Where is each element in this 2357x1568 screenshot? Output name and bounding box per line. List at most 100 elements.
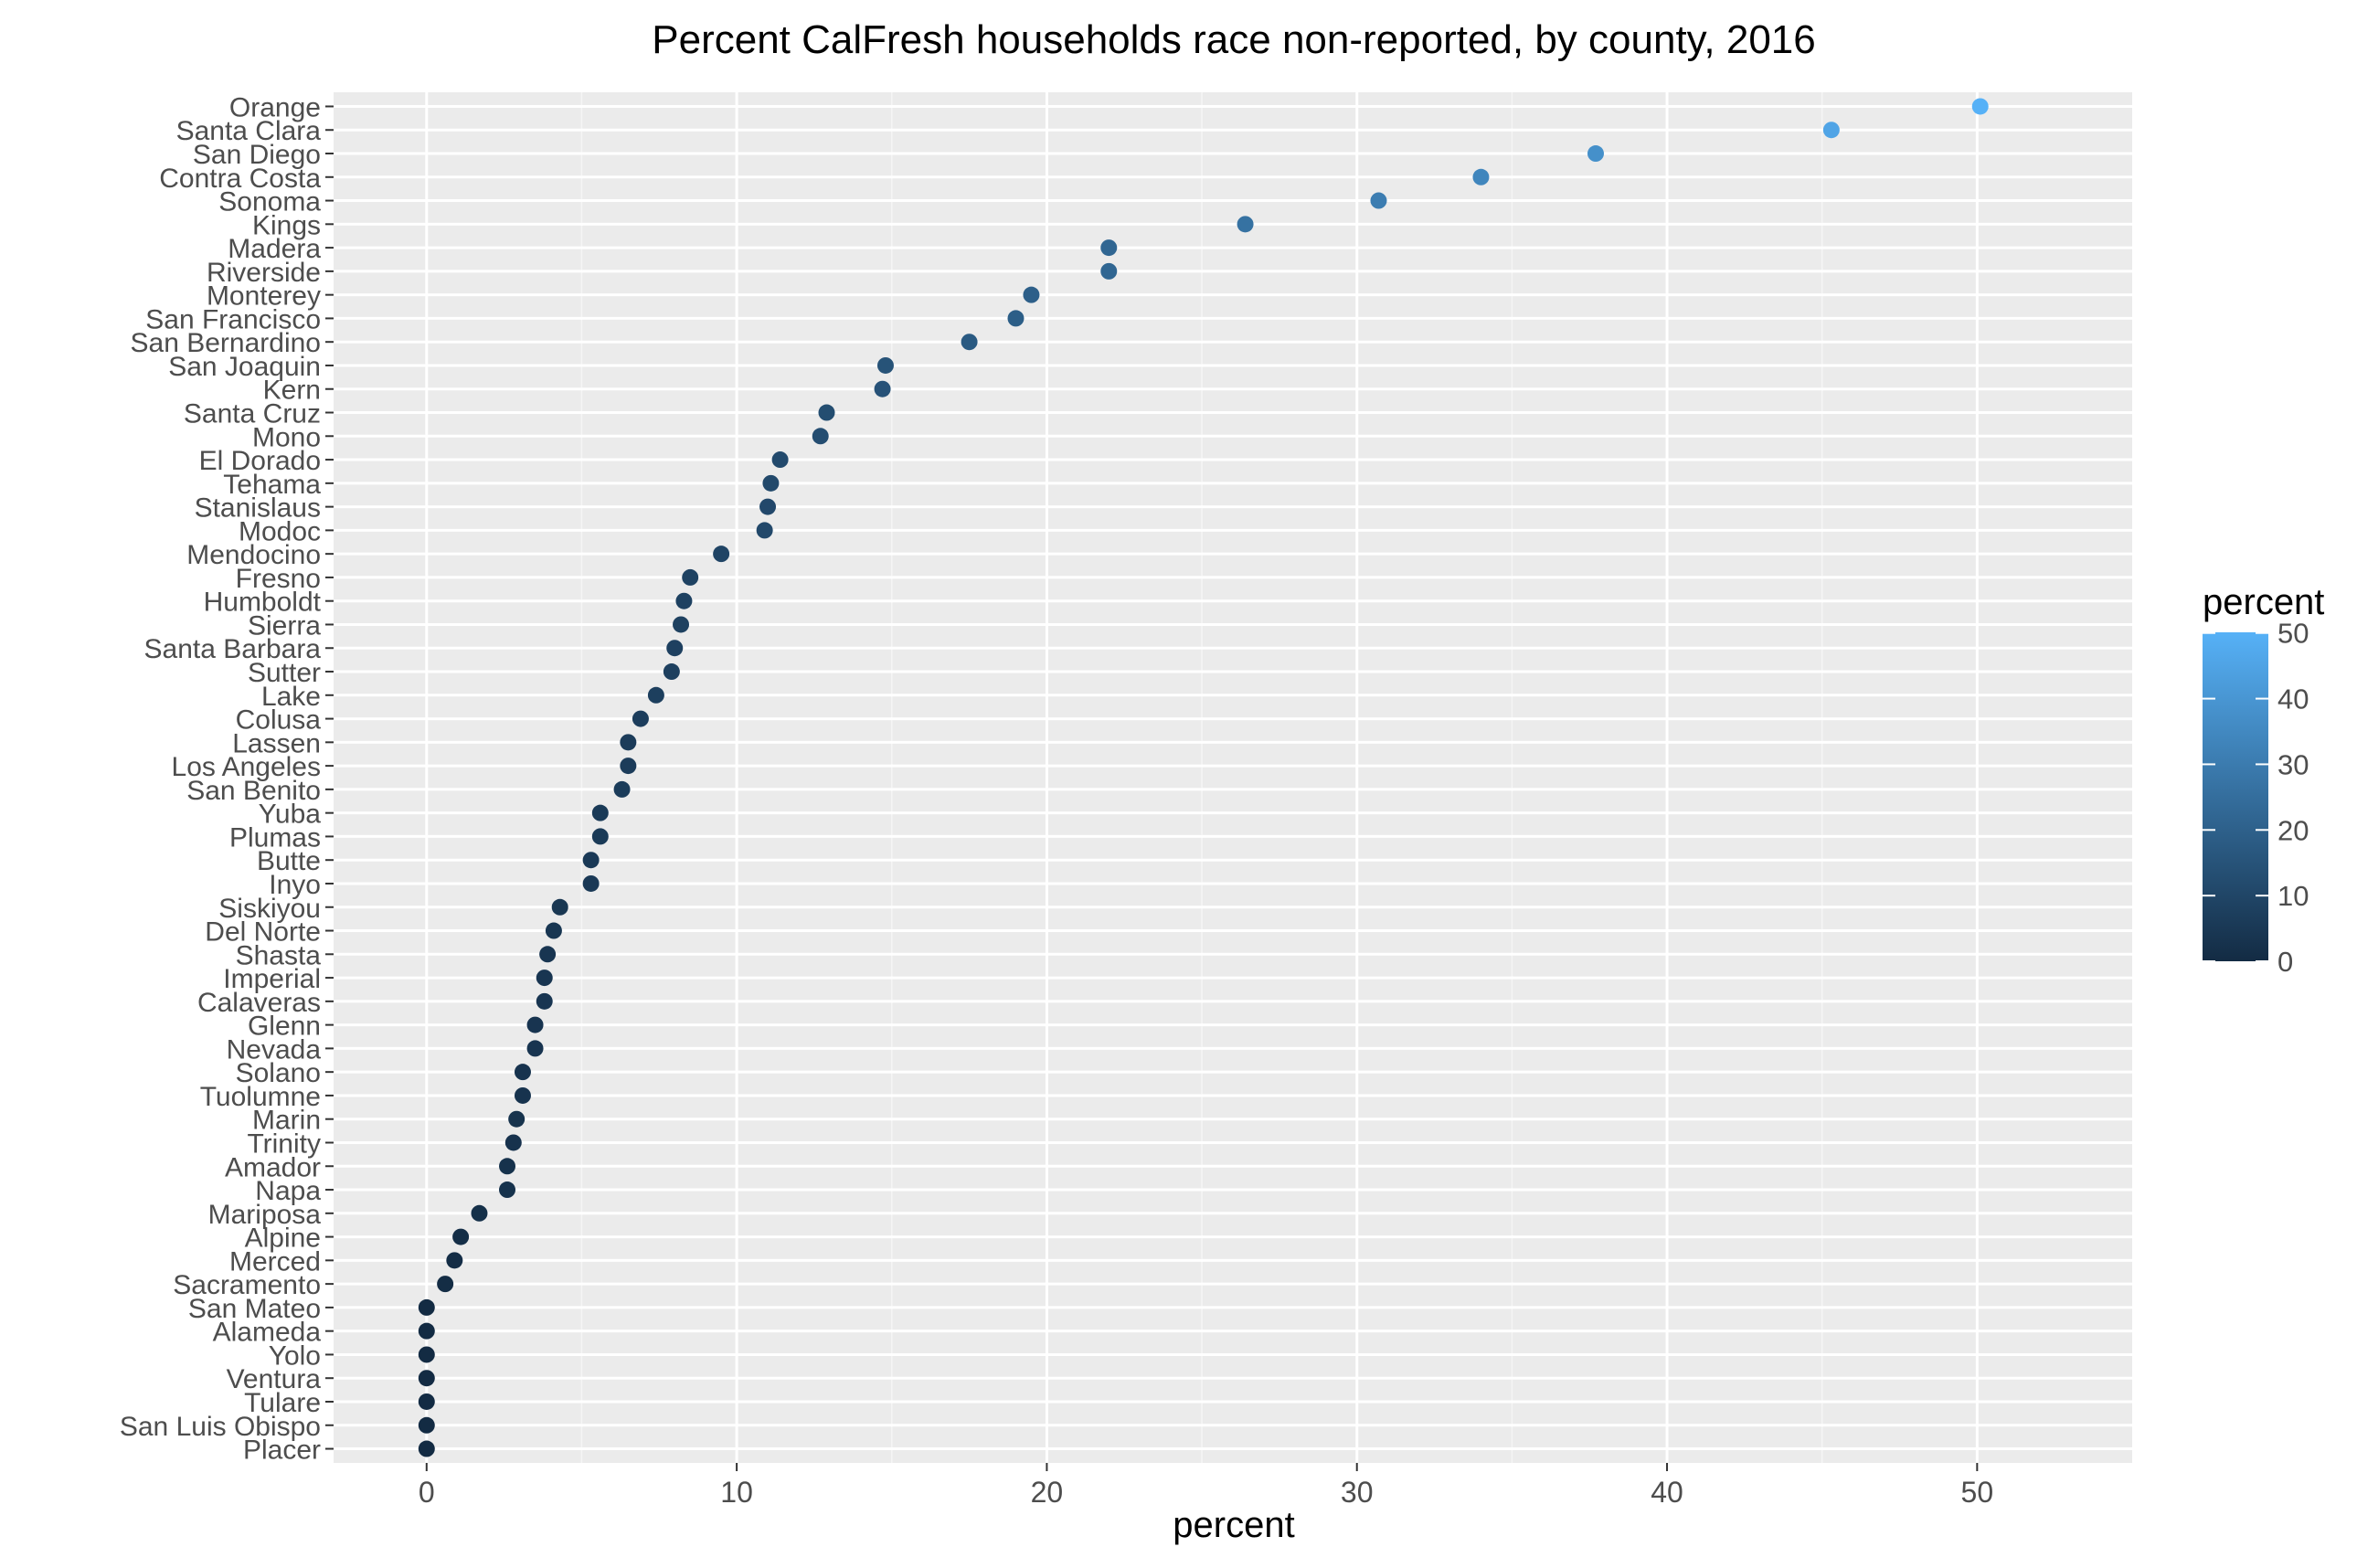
data-point: [647, 686, 664, 704]
major-gridlines: [334, 92, 2132, 1463]
x-tick-label: 20: [1031, 1476, 1064, 1509]
y-tick-label: Imperial: [223, 964, 321, 994]
data-point: [446, 1252, 463, 1269]
x-axis-title: percent: [1173, 1505, 1294, 1545]
data-point: [582, 874, 600, 892]
legend-tick-label: 40: [2277, 683, 2309, 715]
data-points: [418, 98, 1989, 1457]
data-point: [499, 1158, 516, 1175]
x-tick-label: 40: [1651, 1476, 1683, 1509]
data-point: [418, 1322, 435, 1340]
data-point: [961, 334, 978, 351]
data-point: [1822, 122, 1840, 139]
y-tick-label: Alameda: [213, 1318, 322, 1348]
data-point: [514, 1086, 531, 1104]
y-tick-label: Alpine: [245, 1224, 321, 1254]
y-tick-label: San Mateo: [188, 1294, 321, 1324]
y-tick-label: Mendocino: [186, 540, 321, 570]
y-tick-label: Yolo: [269, 1340, 321, 1371]
data-point: [812, 428, 829, 445]
y-tick-label: Humboldt: [204, 588, 322, 618]
chart-title: Percent CalFresh households race non-rep…: [652, 17, 1816, 62]
y-tick-label: Yuba: [259, 800, 322, 830]
data-point: [1472, 168, 1490, 185]
data-point: [418, 1346, 435, 1363]
y-tick-label: Solano: [236, 1058, 321, 1088]
y-tick-label: San Joaquin: [168, 352, 321, 382]
data-point: [620, 758, 637, 775]
y-tick-label: Santa Cruz: [184, 399, 321, 429]
x-tick-label: 50: [1961, 1476, 1994, 1509]
data-point: [514, 1064, 531, 1081]
data-point: [675, 592, 693, 609]
y-tick-label: Monterey: [207, 281, 321, 312]
data-point: [418, 1370, 435, 1387]
data-point: [545, 922, 562, 939]
color-legend: percent 0 10 20 30 40 50: [2203, 582, 2324, 978]
data-point: [1007, 310, 1025, 327]
legend-tick-label: 0: [2277, 946, 2293, 978]
y-tick-label: San Luis Obispo: [120, 1412, 321, 1442]
data-point: [539, 946, 557, 963]
x-axis: 0 10 20 30 40 50: [419, 1463, 1993, 1509]
y-tick-label: Fresno: [236, 564, 321, 594]
y-tick-label: Shasta: [236, 940, 322, 970]
legend-tick-label: 20: [2277, 814, 2309, 846]
legend-ticks: 0 10 20 30 40 50: [2203, 618, 2309, 978]
y-tick-label: Colusa: [236, 705, 322, 736]
data-point: [526, 1040, 544, 1057]
y-tick-label: Lassen: [232, 728, 321, 758]
y-tick-label: San Diego: [193, 140, 321, 170]
y-tick-label: Santa Barbara: [144, 634, 322, 664]
legend-tick-label: 30: [2277, 748, 2309, 780]
data-point: [418, 1298, 435, 1316]
y-tick-label: Trinity: [247, 1128, 321, 1159]
data-point: [591, 828, 609, 845]
data-point: [536, 969, 553, 987]
y-tick-label: Stanislaus: [195, 493, 321, 524]
data-point: [499, 1181, 516, 1199]
y-tick-label: Glenn: [248, 1012, 321, 1042]
data-point: [682, 568, 699, 586]
y-tick-label: Modoc: [239, 516, 321, 546]
y-tick-label: Mono: [252, 422, 321, 452]
legend-tick-label: 10: [2277, 880, 2309, 912]
data-point: [582, 852, 600, 869]
y-tick-label: Lake: [261, 682, 321, 712]
y-tick-label: Orange: [229, 92, 321, 122]
y-tick-label: Tuolumne: [200, 1082, 321, 1112]
data-point: [504, 1134, 522, 1151]
data-point: [1023, 286, 1040, 303]
data-point: [713, 546, 730, 563]
data-point: [1237, 216, 1254, 233]
y-tick-label: Kings: [252, 210, 321, 240]
data-point: [666, 640, 684, 657]
minor-gridlines: [580, 92, 1823, 1463]
data-point: [471, 1204, 488, 1222]
y-tick-label: Contra Costa: [159, 164, 321, 194]
data-point: [1370, 192, 1387, 209]
data-point: [526, 1016, 544, 1033]
data-point: [620, 734, 637, 751]
data-point: [771, 451, 789, 469]
y-tick-label: Sacramento: [173, 1270, 321, 1300]
data-point: [452, 1228, 470, 1245]
y-tick-label: Butte: [257, 846, 321, 876]
data-point: [673, 616, 690, 633]
y-tick-label: Calaveras: [197, 988, 321, 1018]
data-point: [591, 804, 609, 821]
y-tick-label: Los Angeles: [172, 752, 321, 782]
y-tick-label: San Francisco: [145, 304, 321, 334]
data-point: [551, 898, 568, 916]
y-tick-label: Merced: [229, 1246, 321, 1277]
data-point: [632, 710, 649, 727]
y-tick-label: Santa Clara: [176, 116, 322, 146]
data-point: [437, 1276, 454, 1293]
data-point: [874, 380, 891, 397]
y-tick-label: Amador: [225, 1152, 321, 1182]
data-point: [613, 780, 631, 798]
data-point: [418, 1416, 435, 1434]
y-tick-label: Marin: [252, 1106, 321, 1136]
data-point: [663, 663, 680, 681]
